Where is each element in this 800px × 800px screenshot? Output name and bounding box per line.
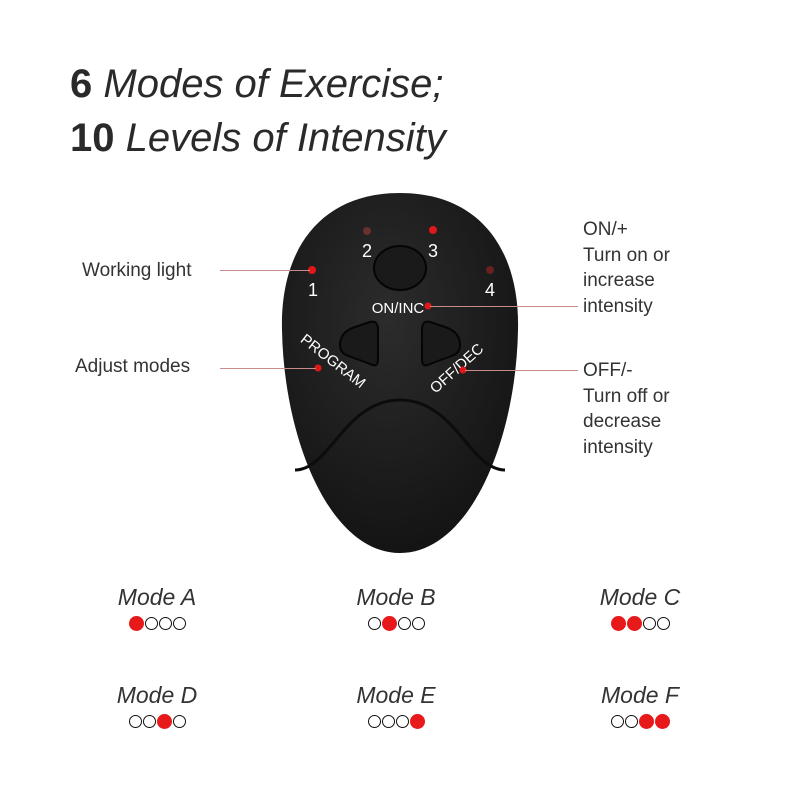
light-label-3: 3	[428, 241, 438, 261]
mode-lights	[560, 714, 720, 729]
device-body	[281, 193, 519, 553]
title-text: Modes of Exercise;	[103, 62, 444, 106]
device-lower-curve	[294, 398, 506, 472]
light-off-icon	[128, 715, 142, 728]
mode-lights	[316, 616, 476, 631]
light-label-1: 1	[308, 280, 318, 300]
light-off-icon	[395, 715, 409, 728]
mode-lights	[77, 714, 237, 729]
mode-name: Mode D	[116, 682, 198, 708]
light-off-icon	[144, 617, 158, 630]
off-title: OFF/-	[583, 360, 633, 381]
off-desc: decrease	[583, 411, 662, 432]
mode-name: Mode C	[599, 584, 681, 610]
mode-item: Mode E	[316, 682, 476, 729]
off-desc: Turn off or	[583, 385, 670, 407]
light-off-icon	[142, 715, 156, 728]
callout-line	[220, 270, 310, 271]
indicator-light-4	[486, 266, 494, 274]
mode-name: Mode F	[601, 682, 679, 708]
title-line-2: 10 Levels of Intensity	[70, 116, 446, 161]
light-off-icon	[172, 715, 186, 728]
mode-item: Mode D	[77, 682, 237, 729]
callout-line	[465, 370, 578, 371]
light-off-icon	[610, 715, 624, 728]
callout-line	[430, 306, 578, 307]
light-on-icon	[638, 714, 654, 729]
light-label-2: 2	[362, 241, 372, 261]
mode-item: Mode F	[560, 682, 720, 729]
title-number: 10	[70, 116, 115, 160]
mode-lights	[77, 616, 237, 631]
center-button	[373, 245, 427, 291]
mode-name: Mode A	[117, 584, 197, 610]
light-label-4: 4	[485, 280, 495, 300]
light-off-icon	[381, 715, 395, 728]
mode-item: Mode C	[560, 584, 720, 631]
on-desc: intensity	[583, 295, 653, 317]
light-on-icon	[128, 616, 144, 631]
mode-item: Mode A	[77, 584, 237, 631]
working-light-label: Working light	[82, 260, 192, 281]
title-line-1: 6 Modes of Exercise;	[70, 62, 444, 107]
left-button	[338, 320, 379, 367]
light-off-icon	[656, 617, 670, 630]
indicator-light-3	[429, 226, 437, 234]
light-off-icon	[367, 715, 381, 728]
right-button	[421, 320, 462, 367]
light-on-icon	[409, 714, 425, 729]
mode-name: Mode E	[356, 682, 436, 708]
light-on-icon	[654, 714, 670, 729]
light-off-icon	[367, 617, 381, 630]
light-off-icon	[624, 715, 638, 728]
mode-lights	[316, 714, 476, 729]
callout-line	[220, 368, 316, 369]
on-callout: ON/+ Turn on or increase intensity	[583, 217, 670, 319]
light-on-icon	[381, 616, 397, 631]
light-off-icon	[172, 617, 186, 630]
off-desc: intensity	[583, 436, 653, 458]
title-number: 6	[70, 62, 93, 106]
on-desc: increase	[583, 270, 655, 291]
on-desc: Turn on or	[583, 244, 670, 266]
on-inc-label: ON/INC	[372, 300, 425, 317]
light-on-icon	[610, 616, 626, 631]
mode-lights	[560, 616, 720, 631]
title-text: Levels of Intensity	[125, 116, 446, 160]
light-off-icon	[397, 617, 411, 630]
mode-item: Mode B	[316, 584, 476, 631]
light-off-icon	[158, 617, 172, 630]
light-on-icon	[626, 616, 642, 631]
on-title: ON/+	[583, 219, 628, 240]
off-callout: OFF/- Turn off or decrease intensity	[583, 358, 670, 460]
light-off-icon	[411, 617, 425, 630]
indicator-light-2	[363, 227, 371, 235]
light-off-icon	[642, 617, 656, 630]
light-on-icon	[156, 714, 172, 729]
mode-name: Mode B	[356, 584, 436, 610]
adjust-modes-label: Adjust modes	[75, 356, 191, 377]
indicator-light-1	[308, 266, 316, 274]
